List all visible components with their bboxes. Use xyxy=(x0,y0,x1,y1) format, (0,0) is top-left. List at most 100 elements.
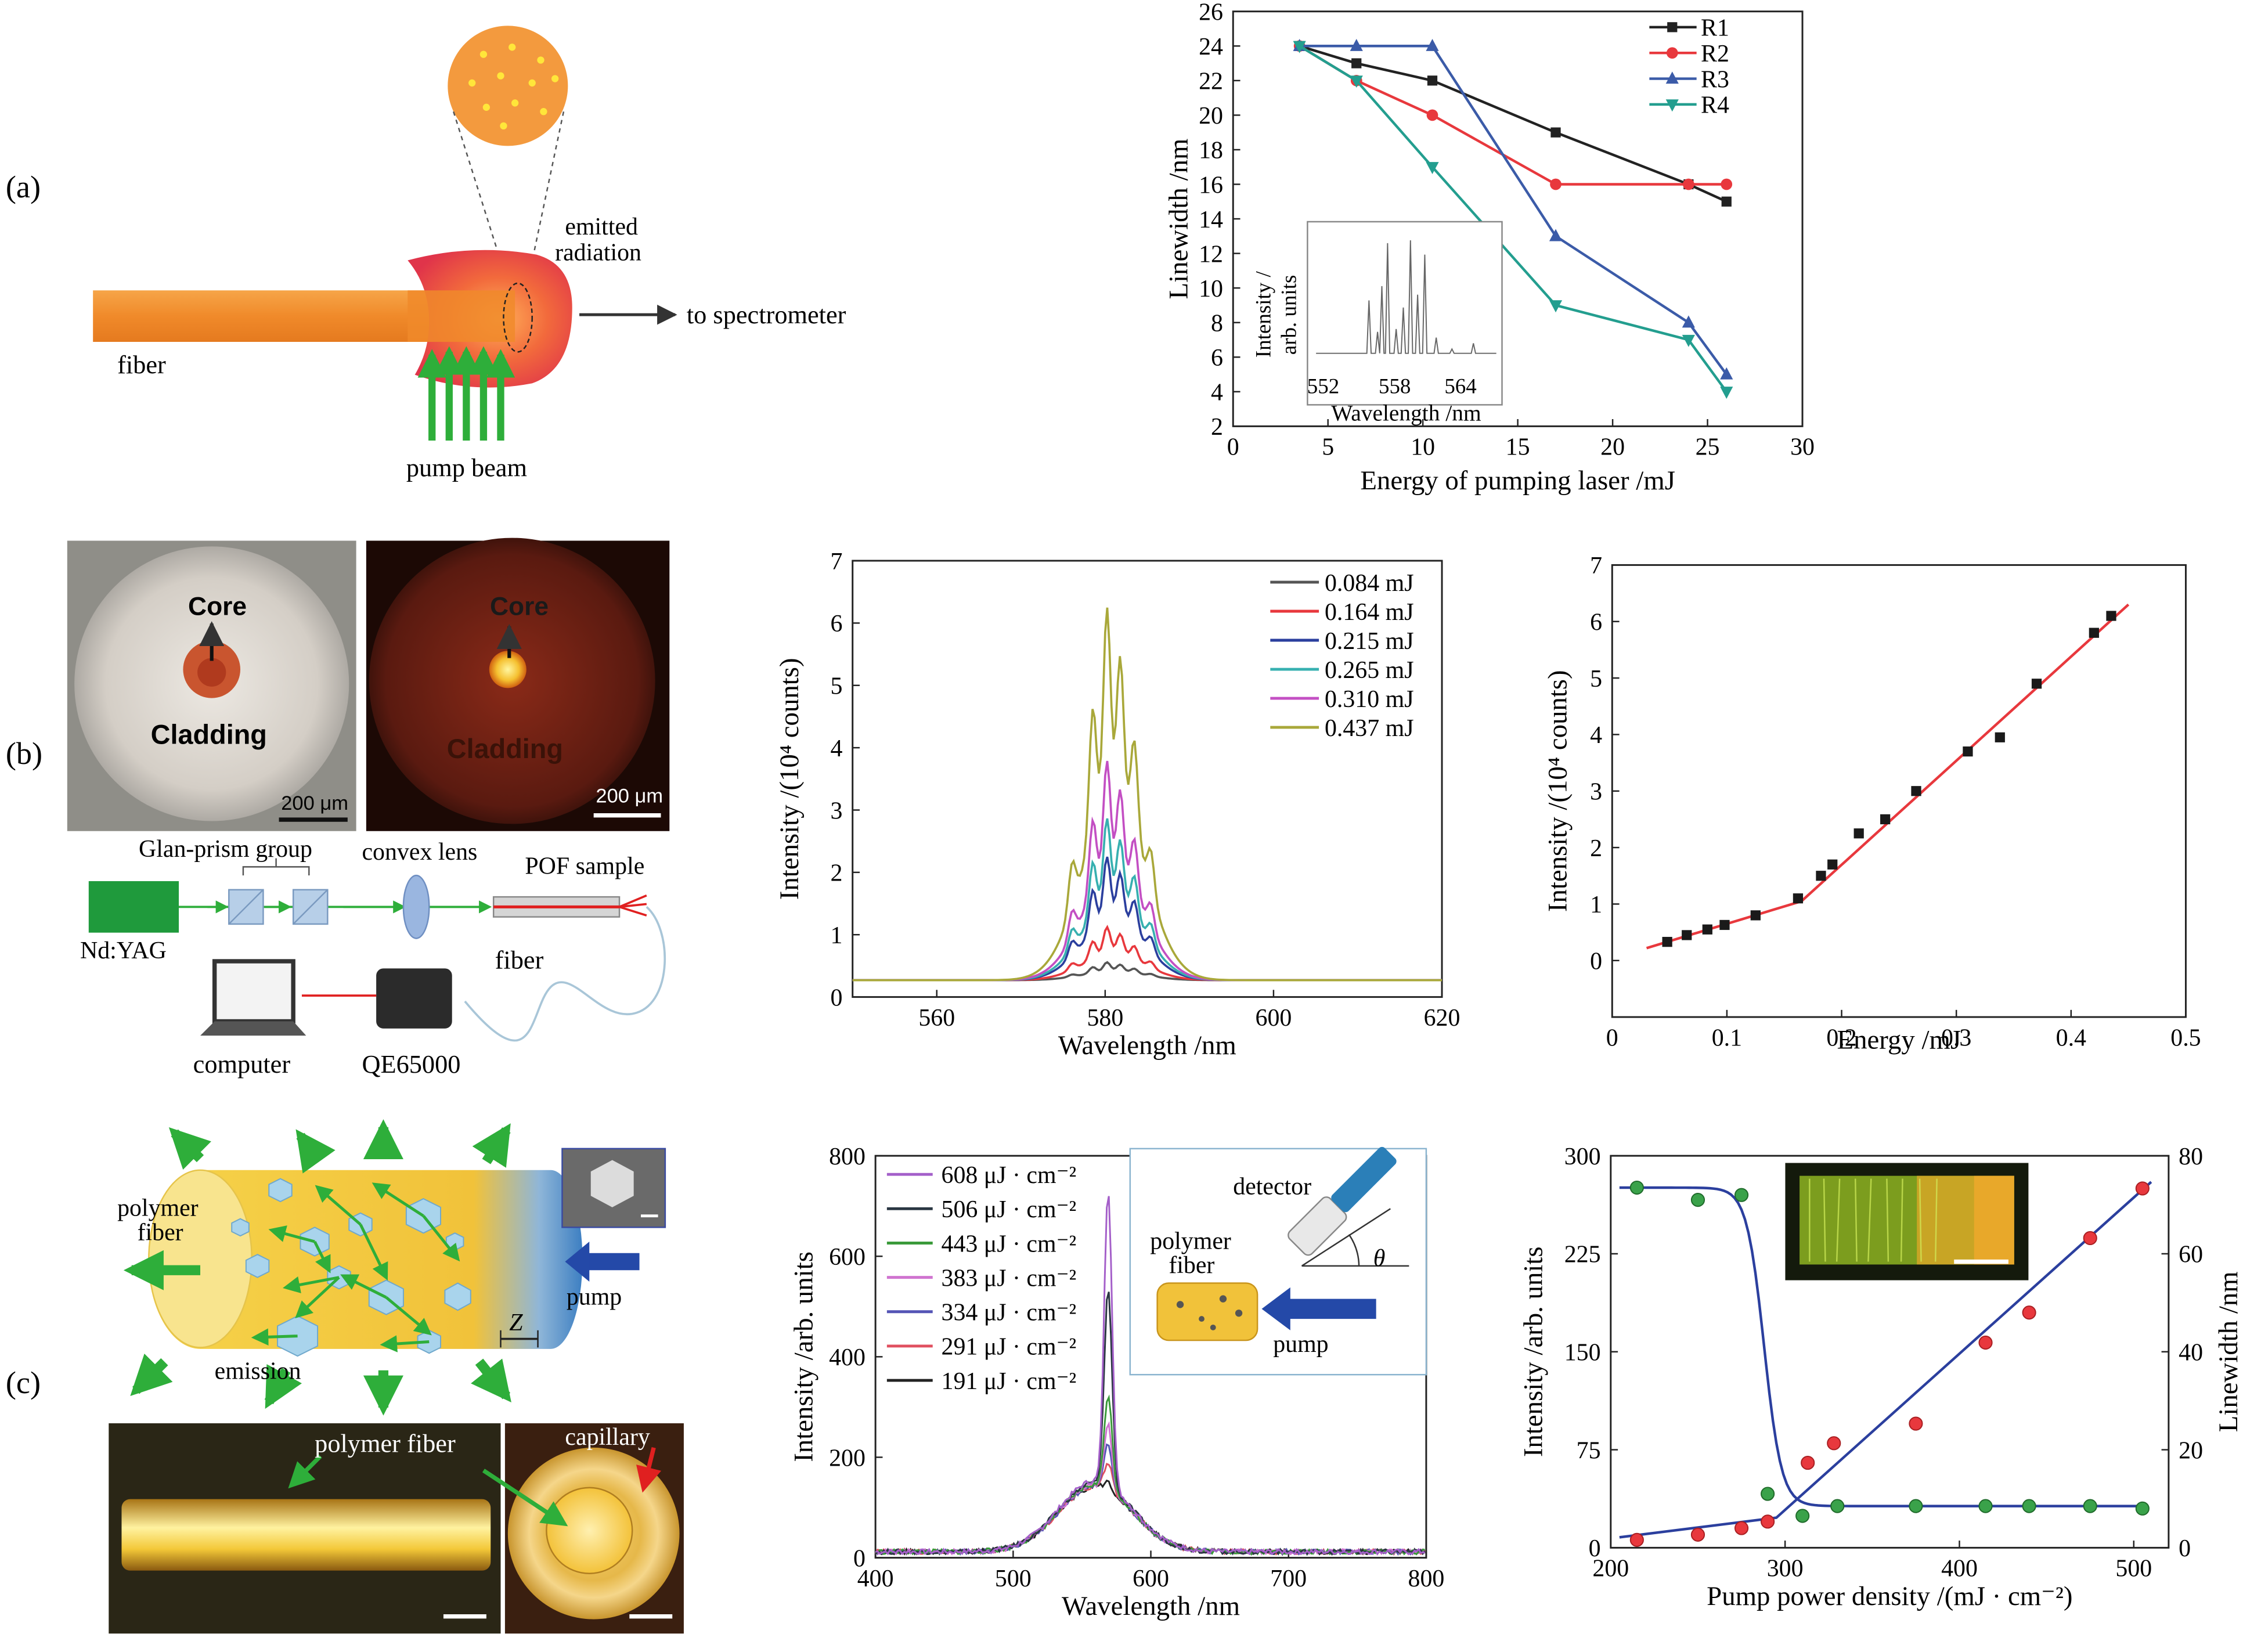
c3-y2tick-label: 0 xyxy=(2179,1535,2191,1562)
b3-xtick-label: 0 xyxy=(1606,1025,1618,1051)
c2-inset: detector polymer fiber θ pump xyxy=(1129,1146,1427,1376)
intensity-point xyxy=(1978,1335,1993,1350)
b2-ytick-label: 3 xyxy=(831,798,843,824)
a2-xtick-label: 10 xyxy=(1411,434,1435,461)
data-point xyxy=(1662,937,1672,947)
b2-ylabel: Intensity /(10⁴ counts) xyxy=(774,658,805,900)
capillary-green-arrow xyxy=(482,1469,568,1527)
b3-xtick-label: 0.5 xyxy=(2170,1025,2201,1051)
c2-ytick-label: 200 xyxy=(829,1445,866,1471)
glan-label: Glan-prism group xyxy=(139,836,312,863)
data-point-R3 xyxy=(1549,229,1563,241)
data-point xyxy=(2089,627,2099,638)
b2-xtick-label: 560 xyxy=(918,1005,955,1031)
data-point-R1 xyxy=(1427,75,1438,86)
data-point xyxy=(1963,746,1973,757)
legend-label-291: 291 μJ · cm⁻² xyxy=(942,1334,1077,1361)
b2-plot-frame xyxy=(852,560,1443,998)
legend-label-0.310-mJ: 0.310 mJ xyxy=(1325,686,1414,713)
data-point xyxy=(1827,859,1838,870)
b3-ytick-label: 6 xyxy=(1590,609,1602,636)
c3-inset-image xyxy=(1785,1163,2029,1281)
legend-label-383: 383 μJ · cm⁻² xyxy=(942,1265,1077,1292)
inset-tick-558: 558 xyxy=(1379,374,1411,398)
intensity-point xyxy=(1827,1436,1841,1451)
qe-label: QE65000 xyxy=(362,1049,460,1079)
a2-ytick-label: 10 xyxy=(1199,276,1223,302)
a2-xtick-label: 15 xyxy=(1506,434,1530,461)
b3-ytick-label: 3 xyxy=(1590,779,1602,806)
intensity-point xyxy=(1909,1416,1923,1431)
setup-fiber-label: fiber xyxy=(495,945,544,974)
b2-ytick-label: 1 xyxy=(831,922,843,949)
intensity-point xyxy=(1734,1521,1749,1535)
emission-ellipse xyxy=(503,282,533,353)
data-point-R4 xyxy=(1682,334,1695,347)
c2-xlabel: Wavelength /nm xyxy=(1062,1591,1240,1621)
chart-linewidth-vs-energy: 0 5 10 15 20 25 302468101214161820222426Energy… xyxy=(1163,0,1815,496)
a2-ytick-label: 12 xyxy=(1199,241,1223,268)
legend-marker-R2 xyxy=(1666,47,1678,59)
left-scale-label: 200 μm xyxy=(281,792,348,814)
b2-ytick-label: 7 xyxy=(831,549,843,575)
legend-label-R4: R4 xyxy=(1701,92,1729,119)
b3-ytick-label: 1 xyxy=(1590,892,1602,918)
legend-label-R2: R2 xyxy=(1701,41,1729,67)
right-core-label: Core xyxy=(490,593,549,621)
data-point-R4 xyxy=(1293,41,1306,53)
panel-label-a: (a) xyxy=(6,169,41,204)
c2-xtick-label: 400 xyxy=(857,1566,894,1592)
a2-ytick-label: 24 xyxy=(1199,34,1223,60)
a2-ytick-label: 8 xyxy=(1211,310,1223,337)
data-point-R4 xyxy=(1350,75,1363,88)
data-point-R2 xyxy=(1550,178,1562,190)
spectrum-191 xyxy=(875,1479,1426,1556)
intensity-point xyxy=(1761,1514,1775,1529)
data-point xyxy=(1750,910,1761,921)
c2-pump-label: pump xyxy=(1273,1331,1328,1358)
data-point xyxy=(1911,786,1921,796)
c2-ytick-label: 800 xyxy=(829,1144,866,1170)
b2-ytick-label: 4 xyxy=(831,735,843,762)
data-point xyxy=(1995,732,2005,742)
b3-plot-frame xyxy=(1611,564,2187,1018)
c2-xtick-label: 600 xyxy=(1133,1566,1169,1592)
linewidth-point xyxy=(2083,1499,2097,1513)
spectrum-0.164-mJ xyxy=(852,925,1443,982)
data-point-R4 xyxy=(1549,300,1563,313)
inset-tick-564: 564 xyxy=(1444,374,1476,398)
convex-label: convex lens xyxy=(362,839,477,865)
c3-y2label: Linewidth /nm xyxy=(2213,1271,2243,1432)
b3-xtick-label: 0.1 xyxy=(1712,1025,1742,1051)
inset-ylabel-2: arb. units xyxy=(1277,275,1301,355)
linewidth-point xyxy=(1629,1180,1644,1195)
detector-icon xyxy=(1288,1146,1397,1256)
intensity-point xyxy=(2135,1181,2150,1196)
nd-yag-laser xyxy=(88,881,179,933)
z-label: Z xyxy=(509,1310,523,1336)
linewidth-fit-curve xyxy=(1619,1186,2143,1507)
data-point xyxy=(1880,814,1891,825)
legend-label-R3: R3 xyxy=(1701,66,1729,93)
legend-label-0.265-mJ: 0.265 mJ xyxy=(1325,657,1414,684)
legend-label-191: 191 μJ · cm⁻² xyxy=(942,1368,1077,1395)
c2-ytick-label: 600 xyxy=(829,1244,866,1271)
computer-monitor xyxy=(212,959,295,1024)
data-point-R4 xyxy=(1720,387,1733,399)
data-point-R2 xyxy=(1426,109,1438,121)
c3-xlabel: Pump power density /(mJ · cm⁻²) xyxy=(1707,1581,2072,1611)
data-point-R2 xyxy=(1721,178,1733,190)
qe65000-spectrometer xyxy=(376,968,452,1029)
glan-bracket xyxy=(242,858,310,876)
c3-xtick-label: 200 xyxy=(1592,1556,1629,1582)
linewidth-point xyxy=(2022,1499,2036,1513)
a2-xtick-label: 25 xyxy=(1696,434,1720,461)
right-cladding-label: Cladding xyxy=(447,734,563,764)
angle-arc xyxy=(1348,1233,1360,1266)
spectrum-383 xyxy=(875,1421,1426,1556)
a2-ytick-label: 16 xyxy=(1199,172,1223,199)
linewidth-point xyxy=(1795,1509,1810,1523)
legend-label-0.215-mJ: 0.215 mJ xyxy=(1325,628,1414,655)
data-point-R1 xyxy=(1721,196,1732,207)
panel-label-c: (c) xyxy=(6,1365,41,1400)
